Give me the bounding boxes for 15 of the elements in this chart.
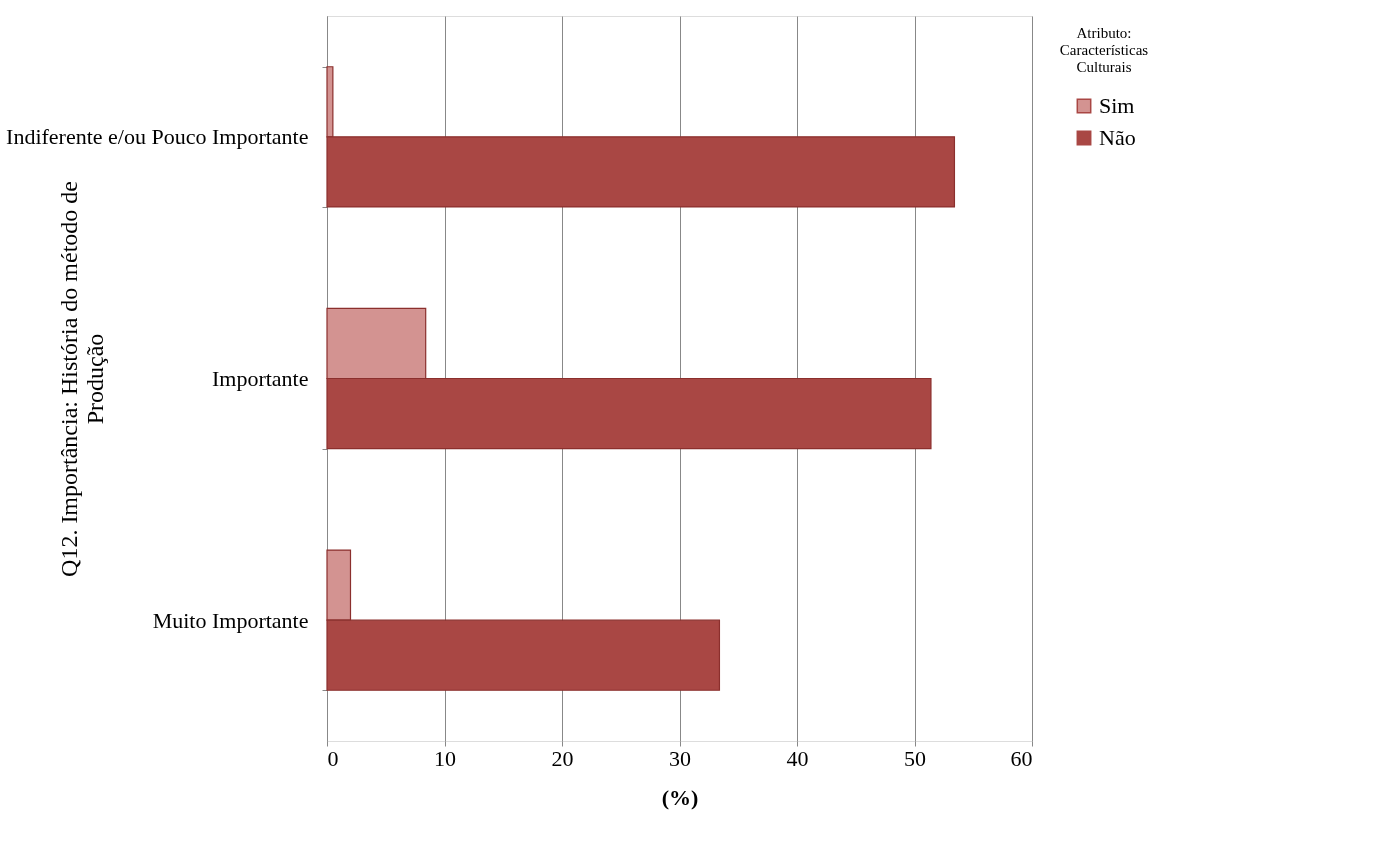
x-tick-label: 0 [327,745,339,771]
x-tick-label: 60 [1010,745,1033,771]
y-axis-title: Q12. Importância: História do método de Produção [55,181,108,577]
x-tick-label: 10 [434,745,456,771]
y-tick-label: Muito Importante [152,607,309,633]
y-tick-label: Importante [211,366,309,391]
legend-label: Não [1099,125,1136,150]
x-tick-label: 20 [551,745,574,771]
y-tick-label: Indiferente e/ou Pouco Importante [6,124,309,150]
x-tick-label: 50 [904,745,926,771]
legend-title: Atributo: Características Culturais [1059,25,1149,75]
x-tick-label: 40 [786,745,809,771]
x-axis-title: (%) [661,784,699,810]
x-tick-label: 30 [669,745,691,771]
legend-label: Sim [1099,93,1135,118]
